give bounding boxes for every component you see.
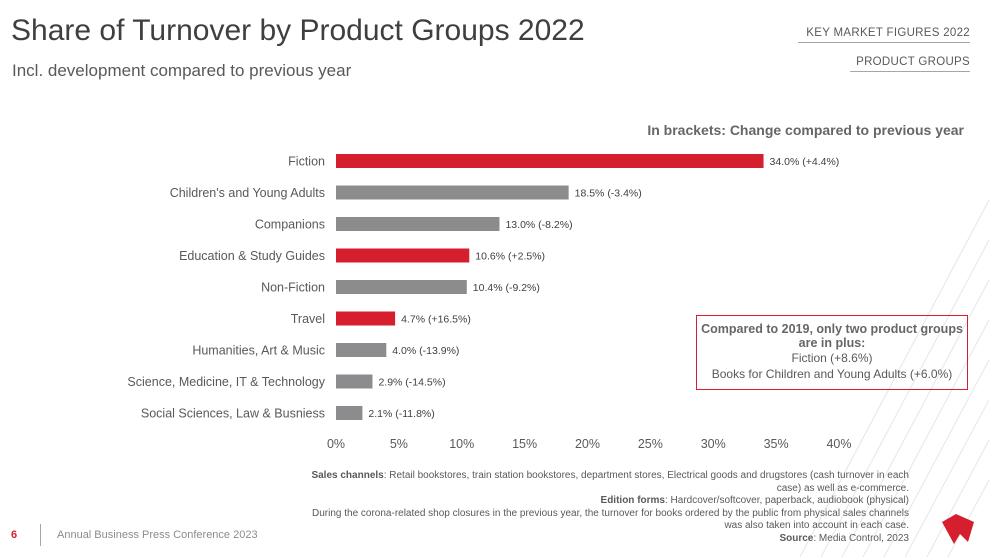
- footnote-edition-text: : Hardcover/softcover, paperback, audiob…: [664, 495, 909, 506]
- bar: [336, 154, 764, 168]
- chart-note: In brackets: Change compared to previous…: [647, 122, 964, 138]
- category-label: Travel: [291, 312, 325, 326]
- data-label: 10.6% (+2.5%): [475, 251, 545, 263]
- bar: [336, 311, 396, 326]
- footer-event: Annual Business Press Conference 2023: [57, 529, 258, 541]
- category-label: Children's and Young Adults: [170, 186, 325, 200]
- footnote-sales-channels: Sales channels: Retail bookstores, train…: [309, 470, 909, 495]
- bar: [336, 343, 387, 357]
- x-tick-label: 15%: [512, 437, 537, 451]
- x-tick-label: 30%: [701, 437, 726, 451]
- bar: [336, 248, 470, 263]
- data-label: 2.9% (-14.5%): [378, 377, 445, 389]
- category-label: Education & Study Guides: [179, 249, 325, 263]
- page-number: 6: [11, 529, 18, 541]
- x-tick-label: 35%: [764, 437, 789, 451]
- bar: [336, 406, 363, 420]
- footnote-source: Source: Media Control, 2023: [309, 533, 909, 546]
- page-subtitle: Incl. development compared to previous y…: [12, 61, 352, 80]
- x-tick-label: 20%: [575, 437, 600, 451]
- footnote-source-label: Source: [779, 532, 814, 544]
- footnotes: Sales channels: Retail bookstores, train…: [309, 470, 909, 545]
- bar-chart: Fiction 34.0% (+4.4%) Children's and Young…: [127, 154, 852, 451]
- footnote-source-text: : Media Control, 2023: [813, 532, 909, 544]
- data-label: 4.0% (-13.9%): [392, 345, 459, 357]
- bar: [336, 185, 569, 200]
- data-label: 18.5% (-3.4%): [575, 188, 642, 200]
- x-tick-label: 10%: [449, 437, 474, 451]
- footnote-edition-forms: Edition forms: Hardcover/softcover, pape…: [309, 495, 909, 508]
- category-label: Fiction: [288, 155, 325, 169]
- x-tick-label: 40%: [826, 437, 851, 451]
- callout-box: Compared to 2019, only two product group…: [696, 315, 968, 390]
- bar: [336, 280, 467, 294]
- nav-tab-product-groups[interactable]: PRODUCT GROUPS: [850, 56, 970, 72]
- data-label: 13.0% (-8.2%): [505, 219, 572, 231]
- footnote-corona: During the corona-related shop closures …: [312, 507, 909, 532]
- category-label: Non-Fiction: [261, 281, 325, 295]
- footnote-sales-text: : Retail bookstores, train station books…: [383, 470, 909, 494]
- x-tick-label: 25%: [638, 437, 663, 451]
- callout-line-children: Books for Children and Young Adults (+6.…: [711, 367, 953, 381]
- nav-tab-key-market-figures[interactable]: KEY MARKET FIGURES 2022: [798, 27, 970, 43]
- data-label: 4.7% (+16.5%): [401, 314, 471, 326]
- bar: [336, 374, 373, 389]
- data-label: 34.0% (+4.4%): [770, 156, 840, 168]
- data-label: 2.1% (-11.8%): [368, 408, 434, 420]
- data-label: 10.4% (-9.2%): [473, 282, 540, 294]
- x-tick-label: 0%: [327, 437, 345, 451]
- page-title: Share of Turnover by Product Groups 2022: [11, 14, 585, 47]
- callout-title: Compared to 2019, only two product group…: [701, 322, 963, 350]
- category-label: Humanities, Art & Music: [192, 344, 325, 358]
- brand-logo-icon: [942, 514, 974, 544]
- category-label: Social Sciences, Law & Busniess: [141, 407, 325, 421]
- category-label: Companions: [255, 218, 325, 232]
- bar: [336, 217, 500, 231]
- footnote-sales-label: Sales channels: [311, 470, 384, 481]
- footnote-edition-label: Edition forms: [600, 495, 665, 506]
- callout-line-fiction: Fiction (+8.6%): [791, 351, 873, 365]
- footer-separator: [40, 524, 41, 546]
- category-label: Science, Medicine, IT & Technology: [127, 375, 325, 389]
- x-tick-label: 5%: [390, 437, 408, 451]
